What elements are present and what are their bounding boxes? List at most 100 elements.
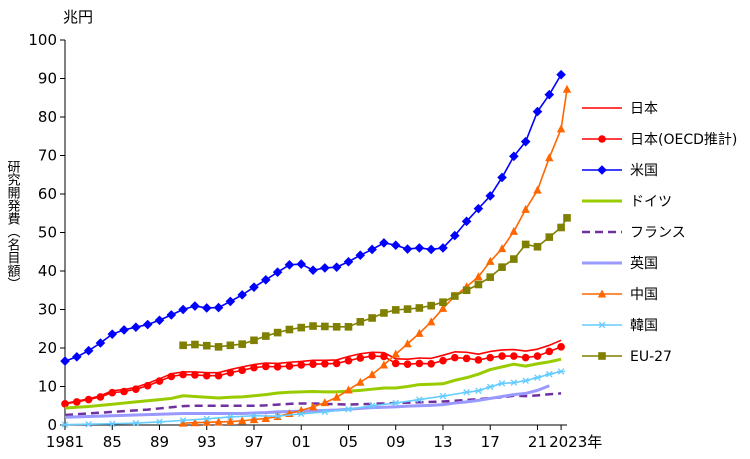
series-7-point [462,389,471,396]
legend-item: EU-27 [582,349,672,365]
legend-label: 日本(OECD推計) [630,132,737,148]
series-3 [64,357,562,410]
legend-label: 米国 [630,163,658,179]
legend-label: ドイツ [630,194,672,210]
x-tick-label: 01 [292,433,311,451]
series-6-point [202,417,211,426]
series-8-point [498,263,506,271]
series-2-point [272,267,283,277]
series-7-point [509,379,518,386]
series-1-point [474,356,483,364]
series-2-point [343,256,354,267]
series-8-point [533,242,542,251]
series-2-point [166,310,177,320]
series-2-point [107,329,118,339]
x-tick-label: 09 [386,433,405,451]
series-6-point [533,185,542,194]
legend-item: 韓国 [582,318,658,334]
series-7-point [498,380,507,387]
series-8-point [226,341,235,350]
series-7-point [557,368,566,375]
legend-label: 中国 [630,287,658,303]
series-1-line [64,346,562,405]
y-tick-label: 100 [28,31,57,49]
series-1-point [191,371,199,379]
legend-item: 日本(OECD推計) [582,132,737,148]
series-8-point [179,341,187,350]
series-6-point [344,385,353,394]
series-7-point [368,402,377,410]
series-2-point [261,275,271,285]
series-1-point [533,352,542,360]
series-1-point [368,352,376,360]
y-tick-label: 0 [47,416,57,434]
series-2-point [320,263,330,273]
series-6-point [190,418,200,427]
series-7-point [320,408,329,416]
series-8-point [450,292,459,300]
series-5 [64,384,550,419]
series-6-point [332,392,341,401]
series-8-point [321,322,329,331]
series-1-point [545,347,554,356]
series-6-point [497,244,507,253]
series-8-point [297,323,306,332]
series-2-point [532,106,543,117]
series-1-point [450,353,459,362]
y-tick-label: 90 [38,70,57,88]
series-1-point [226,368,235,377]
y-unit-label: 兆円 [63,8,93,26]
series-7-point [545,370,554,378]
series-1-point [96,393,105,401]
y-axis-title: 研究開発費（名目額） [5,160,21,290]
series-8-point [521,240,530,249]
series-1-point [143,381,152,390]
series-2 [60,69,566,366]
series-8-point [285,325,294,334]
series-8-point [415,304,424,312]
series-2-point [414,243,425,253]
series-1-point [510,352,518,360]
series-8-point [356,318,365,326]
series-1-point [498,352,506,360]
series-1-point [415,359,424,368]
series-8-point [238,340,246,348]
y-tick-label: 10 [38,378,57,396]
series-2-point [154,315,165,326]
series-8-point [332,323,341,331]
legend-item: 日本 [582,101,658,117]
series-5-line [64,384,550,419]
series-layer [60,69,572,428]
series-6-point [556,124,566,133]
series-6-point [249,415,259,424]
series-6-point [562,84,572,93]
series-8-point [427,301,435,310]
series-2-point [355,250,366,261]
series-3-line [64,357,562,410]
y-tick-label: 70 [38,147,57,165]
y-tick-label: 60 [38,185,57,203]
series-6-point [438,303,448,312]
series-1-point [132,385,140,393]
x-tick-label: 85 [103,433,122,451]
series-1-point [61,400,69,408]
series-7-point [438,392,447,400]
legend-marker [597,165,607,175]
legend-label: フランス [630,225,686,241]
x-tick-label: 1981 [46,433,84,451]
series-1-point [439,356,447,365]
series-2-point [83,345,94,356]
x-tick-label: 89 [150,433,169,451]
series-1-point [238,366,246,375]
series-1-point [214,371,223,380]
series-8-point [214,343,223,351]
series-6-point [308,402,318,411]
series-8 [179,214,571,351]
series-8-point [557,223,565,232]
series-6-point [486,256,495,265]
series-6-line [183,89,568,424]
legend-label: 英国 [630,255,658,272]
legend-marker [598,135,606,143]
series-2-point [95,338,106,348]
legend-marker [598,321,606,329]
